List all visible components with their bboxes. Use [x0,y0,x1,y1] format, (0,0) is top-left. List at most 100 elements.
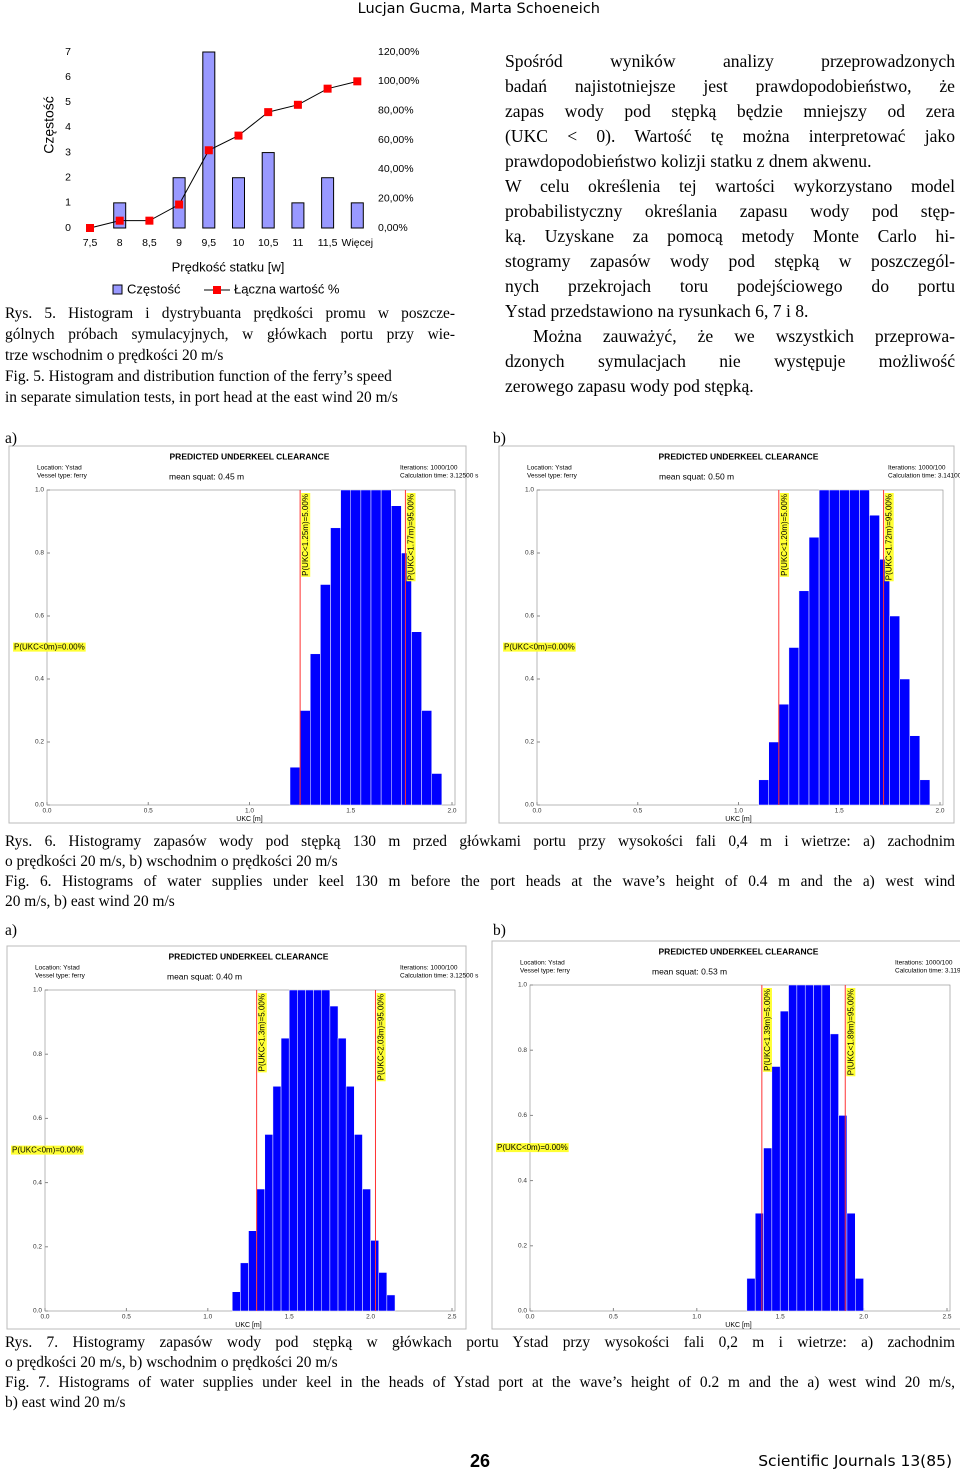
histogram-bar [879,559,890,806]
panel-label: a) [5,922,17,939]
histogram-bar [288,989,298,1312]
histogram-bar [272,1086,282,1312]
y-axis-label: Częstość [41,96,57,154]
quantile-label-text: P(UKC<2.03m)=95.00% [377,994,386,1080]
text-line: zapas wody pod stępką będzie mniejszy od… [505,101,955,121]
x-tick-label: 0.0 [40,1314,49,1321]
x-tick-label: Więcej [342,237,374,249]
histogram-bar [829,1033,839,1312]
x-tick-label: 2.0 [447,808,456,815]
histogram-bar [240,1262,249,1312]
y2-tick-label: 40,00% [378,163,414,175]
histogram-bar [808,537,820,806]
y-tick-label: 0.6 [35,613,44,620]
text-line: prawdopodobieństwo kolizji statku z dnem… [505,151,872,171]
legend-swatch [112,284,123,295]
histogram-bar [431,773,443,806]
histogram-bar [321,989,331,1312]
text-line: stogramy zapasów wody pod stępką w poszc… [505,251,955,271]
histogram-bar [370,489,382,806]
x-tick-label: 10,5 [258,237,279,249]
x-tick-label: 9,5 [201,237,216,249]
legend-swatch [213,286,221,294]
histogram-bar [248,1230,257,1312]
y-tick-label: 0.0 [33,1308,42,1315]
x-tick-label: 8,5 [142,237,157,249]
zero-probability-label: P(UKC<0m)=0.00% [13,642,86,652]
info-text: Vessel type: ferry [520,968,571,975]
quantile-label: P(UKC<1.20m)=5.00% [779,493,789,577]
y-tick-label: 1.0 [35,487,44,494]
y-tick-label: 7 [65,46,71,58]
y-tick-label: 0.2 [33,1244,42,1251]
histogram-bar [297,989,306,1312]
y-tick-label: 0.4 [518,1177,527,1184]
mean-squat: mean squat: 0.40 m [167,971,242,981]
x-tick-label: 0.0 [42,808,51,815]
y-tick-label: 2 [65,171,71,183]
y-tick-label: 0.0 [518,1308,527,1315]
caption-line: o prędkości 20 m/s, b) wschodnim o prędk… [5,1354,338,1371]
y-tick-label: 5 [65,96,71,108]
histogram-bar [849,489,860,806]
caption-line: in separate simulation tests, in port he… [5,389,398,406]
y2-tick-label: 0,00% [378,222,408,234]
y-tick-label: 0.6 [525,613,534,620]
x-axis-label: Prędkość statku [w] [172,259,285,274]
bar [232,177,245,229]
x-tick-label: 1.5 [776,1314,785,1321]
line-marker [175,200,184,209]
body-text: Spośród wyników analizy przeprowadzonych… [505,49,955,399]
y-tick-label: 0.0 [35,802,44,809]
label-background [301,493,311,577]
y2-tick-label: 100,00% [378,75,419,87]
info-text: Vessel type: ferry [527,473,578,480]
histogram-bar [231,1291,241,1312]
histogram-bar [771,1066,781,1312]
histogram-bar [855,1278,864,1312]
quantile-label: P(UKC<1.77m)=95.00% [406,493,416,582]
histogram-bar [889,615,900,806]
caption-line: 20 m/s, b) east wind 20 m/s [5,893,175,910]
x-tick-label: 1.5 [285,1314,294,1321]
y-tick-label: 4 [65,121,71,133]
x-tick-label: 10 [233,237,245,249]
info-text: Location: Ystad [37,465,82,472]
histogram-bar [778,703,790,806]
bar [202,51,216,229]
histogram-bar [370,1240,379,1312]
caption-line: gólnych próbach symulacyjnych, w główkac… [5,326,455,343]
histogram-bar [401,552,412,806]
text-line: Można zauważyć, że we wszystkich przepro… [533,326,955,346]
x-tick-label: 0.5 [609,1314,618,1321]
histogram-bar [788,647,800,806]
info-text: Iterations: 1000/100 [895,960,953,967]
info-text: Vessel type: ferry [35,973,86,980]
quantile-label: P(UKC<1.3m)=5.00% [257,993,267,1073]
histogram-bar [788,984,798,1312]
histogram-bar [909,735,921,806]
label-background [762,988,772,1072]
y-tick-label: 1.0 [525,487,534,494]
text-line: (UKC < 0). Wartość tę można interpretowa… [505,126,955,146]
info-text: Location: Ystad [35,965,80,972]
info-text: Calculation time: 3.11900 s [895,968,960,975]
quantile-label: P(UKC<1.39m)=5.00% [762,988,772,1072]
zero-probability-label: P(UKC<0m)=0.00% [496,1143,569,1153]
quantile-label-text: P(UKC<1.89m)=95.00% [846,989,855,1075]
text-line: probabilistyczny określania zapasu wody … [505,201,955,221]
y-tick-label: 0.4 [525,676,534,683]
zero-probability-label-text: P(UKC<0m)=0.00% [12,1146,83,1155]
histogram-bar [340,489,351,806]
histogram-bar [919,779,931,806]
text-line: W celu określenia tej wartości wykorzyst… [505,176,955,196]
y-tick-label: 1.0 [33,987,42,994]
histogram-bar [828,489,840,806]
y2-tick-label: 60,00% [378,134,414,146]
histogram-bar [899,678,911,806]
histogram-bar [256,1188,266,1312]
quantile-label: P(UKC<1.72m)=95.00% [884,493,894,582]
y-tick-label: 0.2 [525,739,534,746]
caption-line: Fig. 7. Histograms of water supplies und… [5,1374,955,1391]
histogram-bar [264,1134,274,1312]
